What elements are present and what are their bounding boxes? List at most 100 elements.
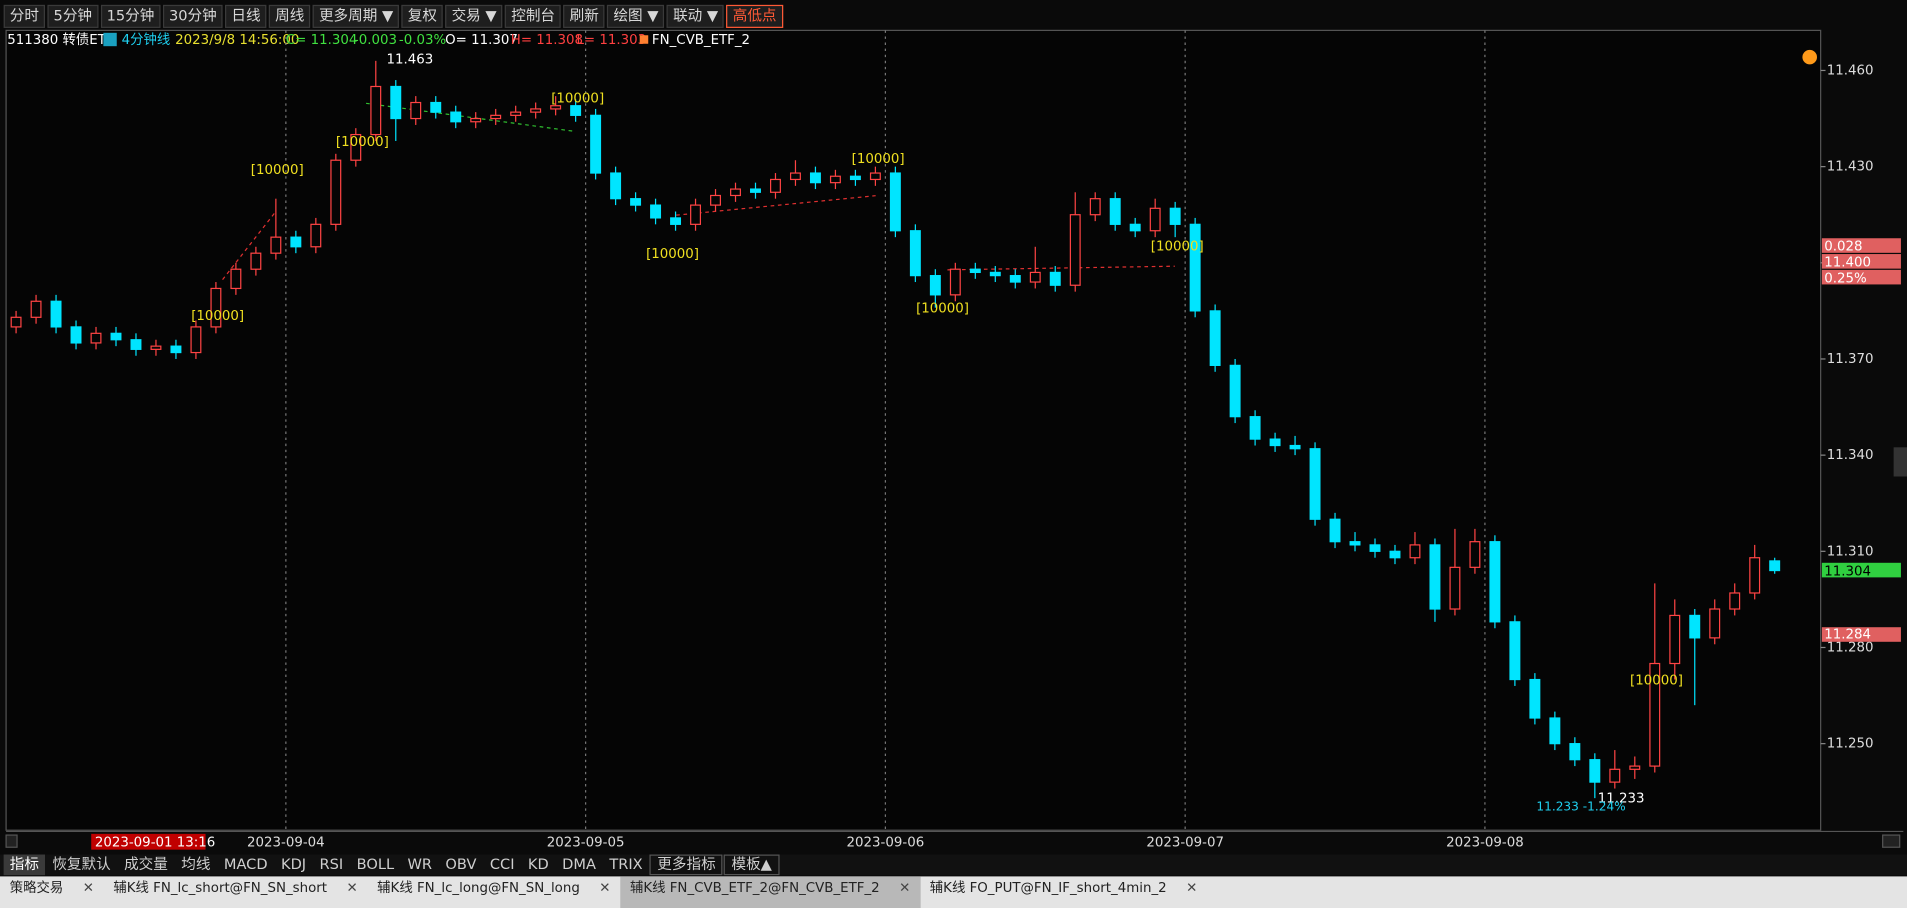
candle-body bbox=[50, 300, 62, 328]
indicator-tab[interactable]: 均线 bbox=[181, 855, 211, 873]
toolbar-button[interactable]: 交易 ▼ bbox=[445, 4, 503, 28]
indicator-tab[interactable]: 恢复默认 bbox=[52, 855, 111, 873]
indicator-tab[interactable]: TRIX bbox=[609, 855, 643, 873]
scroll-right[interactable] bbox=[1882, 834, 1901, 848]
toolbar-button[interactable]: 周线 bbox=[269, 4, 311, 28]
indicator-tab[interactable]: OBV bbox=[445, 855, 477, 873]
annotation: [10000] bbox=[1151, 240, 1204, 255]
candle-body bbox=[310, 223, 322, 248]
candle-body bbox=[1729, 592, 1741, 610]
toolbar-button[interactable]: 绘图 ▼ bbox=[607, 4, 665, 28]
candle-body bbox=[130, 339, 142, 350]
window-tab[interactable]: 辅K线 FN_lc_long@FN_SN_long ✕ bbox=[367, 876, 620, 908]
candle-body bbox=[1649, 662, 1661, 767]
candle-body bbox=[470, 117, 482, 123]
price-tag: 0.25% bbox=[1824, 271, 1866, 286]
candle-body bbox=[770, 178, 781, 193]
candle-body bbox=[10, 316, 22, 328]
candle-body bbox=[730, 188, 741, 197]
annotation: [10000] bbox=[916, 302, 969, 317]
toolbar-button[interactable]: 联动 ▼ bbox=[667, 4, 725, 28]
candle-body bbox=[1589, 759, 1601, 783]
indicator-tab[interactable]: WR bbox=[407, 855, 433, 873]
toolbar-button[interactable]: 控制台 bbox=[505, 4, 562, 28]
window-tab[interactable]: 辅K线 FN_lc_short@FN_SN_short ✕ bbox=[104, 876, 368, 908]
high: H= 11.308 bbox=[511, 33, 583, 48]
toolbar-button[interactable]: 30分钟 bbox=[162, 4, 223, 28]
price-tag-bg bbox=[1821, 238, 1901, 253]
close-tab[interactable]: ✕ bbox=[82, 880, 94, 896]
indicator-tab[interactable]: 成交量 bbox=[124, 855, 168, 873]
indicator-tab[interactable]: MACD bbox=[223, 855, 268, 873]
candle-body bbox=[1369, 544, 1381, 552]
candle-body bbox=[1309, 448, 1321, 520]
toolbar-button[interactable]: 刷新 bbox=[563, 4, 605, 28]
cursor-time: 2023-09-01 13:16 bbox=[95, 835, 215, 850]
close-tab[interactable]: ✕ bbox=[899, 880, 911, 896]
indicator-tab[interactable]: BOLL bbox=[356, 855, 395, 873]
annotation: [10000] bbox=[852, 152, 905, 167]
legend-swatch bbox=[639, 35, 649, 44]
candle-body bbox=[969, 268, 981, 274]
symbol: 511380 转债ETF bbox=[7, 32, 113, 48]
toolbar-button[interactable]: 复权 bbox=[401, 4, 444, 28]
window-tab[interactable]: 辅K线 FO_PUT@FN_IF_short_4min_2 ✕ bbox=[920, 876, 1207, 908]
signal-line bbox=[365, 102, 575, 132]
close-tab[interactable]: ✕ bbox=[1186, 880, 1198, 896]
candle-body bbox=[1049, 271, 1061, 286]
indicator-tab[interactable]: 指标 bbox=[3, 854, 46, 876]
close-tab[interactable]: ✕ bbox=[346, 880, 358, 896]
candle-body bbox=[1149, 207, 1161, 232]
x-tick-label: 2023-09-07 bbox=[1146, 835, 1224, 850]
candle-body bbox=[1229, 364, 1241, 418]
y-tick-label: 11.340 bbox=[1827, 448, 1874, 463]
candle-body bbox=[650, 204, 662, 219]
indicator-tab[interactable]: KD bbox=[527, 855, 549, 873]
candle-body bbox=[70, 326, 82, 344]
plot-area bbox=[5, 29, 1822, 831]
candle-body bbox=[230, 268, 242, 290]
chart: 511380 转债ETF 4分钟线 2023/9/8 14:56:00 C= 1… bbox=[5, 29, 1907, 851]
candle-body bbox=[90, 332, 102, 344]
candle-body bbox=[630, 198, 642, 206]
toolbar-button[interactable]: 5分钟 bbox=[47, 4, 99, 28]
candle-body bbox=[949, 268, 961, 296]
y-tick-label: 11.460 bbox=[1827, 63, 1874, 78]
window-tab[interactable]: 辅K线 FN_CVB_ETF_2@FN_CVB_ETF_2 ✕ bbox=[620, 876, 921, 908]
candle-body bbox=[370, 85, 382, 136]
candle-body bbox=[1249, 416, 1261, 440]
candle-body bbox=[1769, 560, 1781, 572]
toolbar-button[interactable]: 15分钟 bbox=[100, 4, 161, 28]
candle-body bbox=[1749, 557, 1761, 594]
price-tag-bg bbox=[1821, 254, 1901, 269]
toolbar-button[interactable]: 日线 bbox=[225, 4, 267, 28]
candle-body bbox=[1129, 223, 1141, 232]
open: O= 11.307 bbox=[445, 33, 518, 48]
window-tab[interactable]: 策略交易 ✕ bbox=[0, 876, 104, 908]
candle-body bbox=[1609, 768, 1621, 783]
pct: -0.03% bbox=[399, 33, 446, 48]
indicator-tab[interactable]: 更多指标 bbox=[649, 854, 723, 876]
indicator-tab[interactable]: KDJ bbox=[280, 855, 307, 873]
low: L= 11.303 bbox=[576, 33, 646, 48]
indicator-tab[interactable]: CCI bbox=[489, 855, 515, 873]
close-tab[interactable]: ✕ bbox=[599, 880, 611, 896]
candle-body bbox=[510, 111, 522, 116]
indicator-tab[interactable]: RSI bbox=[319, 855, 344, 873]
scroll-left[interactable] bbox=[5, 834, 18, 848]
smiley-icon[interactable] bbox=[1802, 49, 1818, 65]
y-tick-label: 11.310 bbox=[1827, 544, 1874, 559]
indicator-tab[interactable]: 模板▲ bbox=[724, 854, 780, 876]
indicator-tab[interactable]: DMA bbox=[562, 855, 596, 873]
toolbar-button[interactable]: 高低点 bbox=[726, 4, 783, 28]
candle-body bbox=[849, 175, 861, 181]
candle-body bbox=[190, 326, 202, 354]
candle-body bbox=[1629, 765, 1641, 770]
collapse-button[interactable] bbox=[1893, 447, 1907, 477]
x-tick-label: 2023-09-04 bbox=[247, 835, 325, 850]
candle-body bbox=[1509, 621, 1521, 681]
candle-body bbox=[829, 175, 841, 184]
candle-body bbox=[530, 108, 542, 113]
toolbar-button[interactable]: 分时 bbox=[3, 4, 46, 28]
toolbar-button[interactable]: 更多周期 ▼ bbox=[312, 4, 400, 28]
